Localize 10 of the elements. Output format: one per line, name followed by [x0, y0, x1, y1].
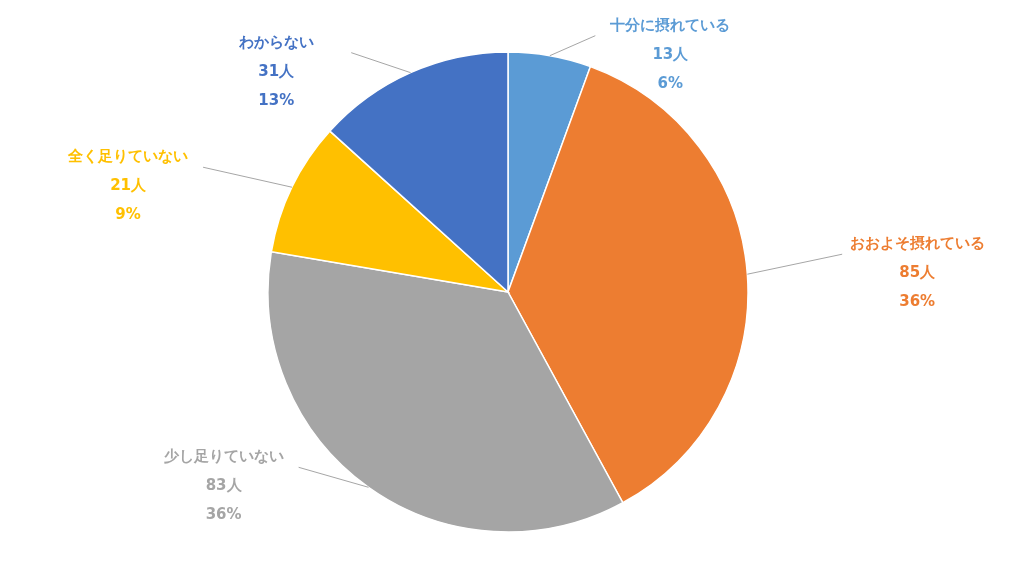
- data-label: 83人 36%: [205, 476, 243, 524]
- data-label: 85人 36%: [899, 263, 937, 311]
- slice-label: 少し足りていない: [163, 447, 284, 466]
- data-label: 13人 6%: [652, 44, 690, 92]
- slice-label: おおよそ摂れている: [849, 234, 985, 253]
- slice-label: 全く足りていない: [67, 147, 189, 166]
- slice-label: わからない: [237, 32, 314, 51]
- slice-label: 十分に摂れている: [609, 15, 731, 34]
- data-label: 21人 9%: [110, 176, 148, 224]
- data-label: 31人 13%: [258, 61, 296, 109]
